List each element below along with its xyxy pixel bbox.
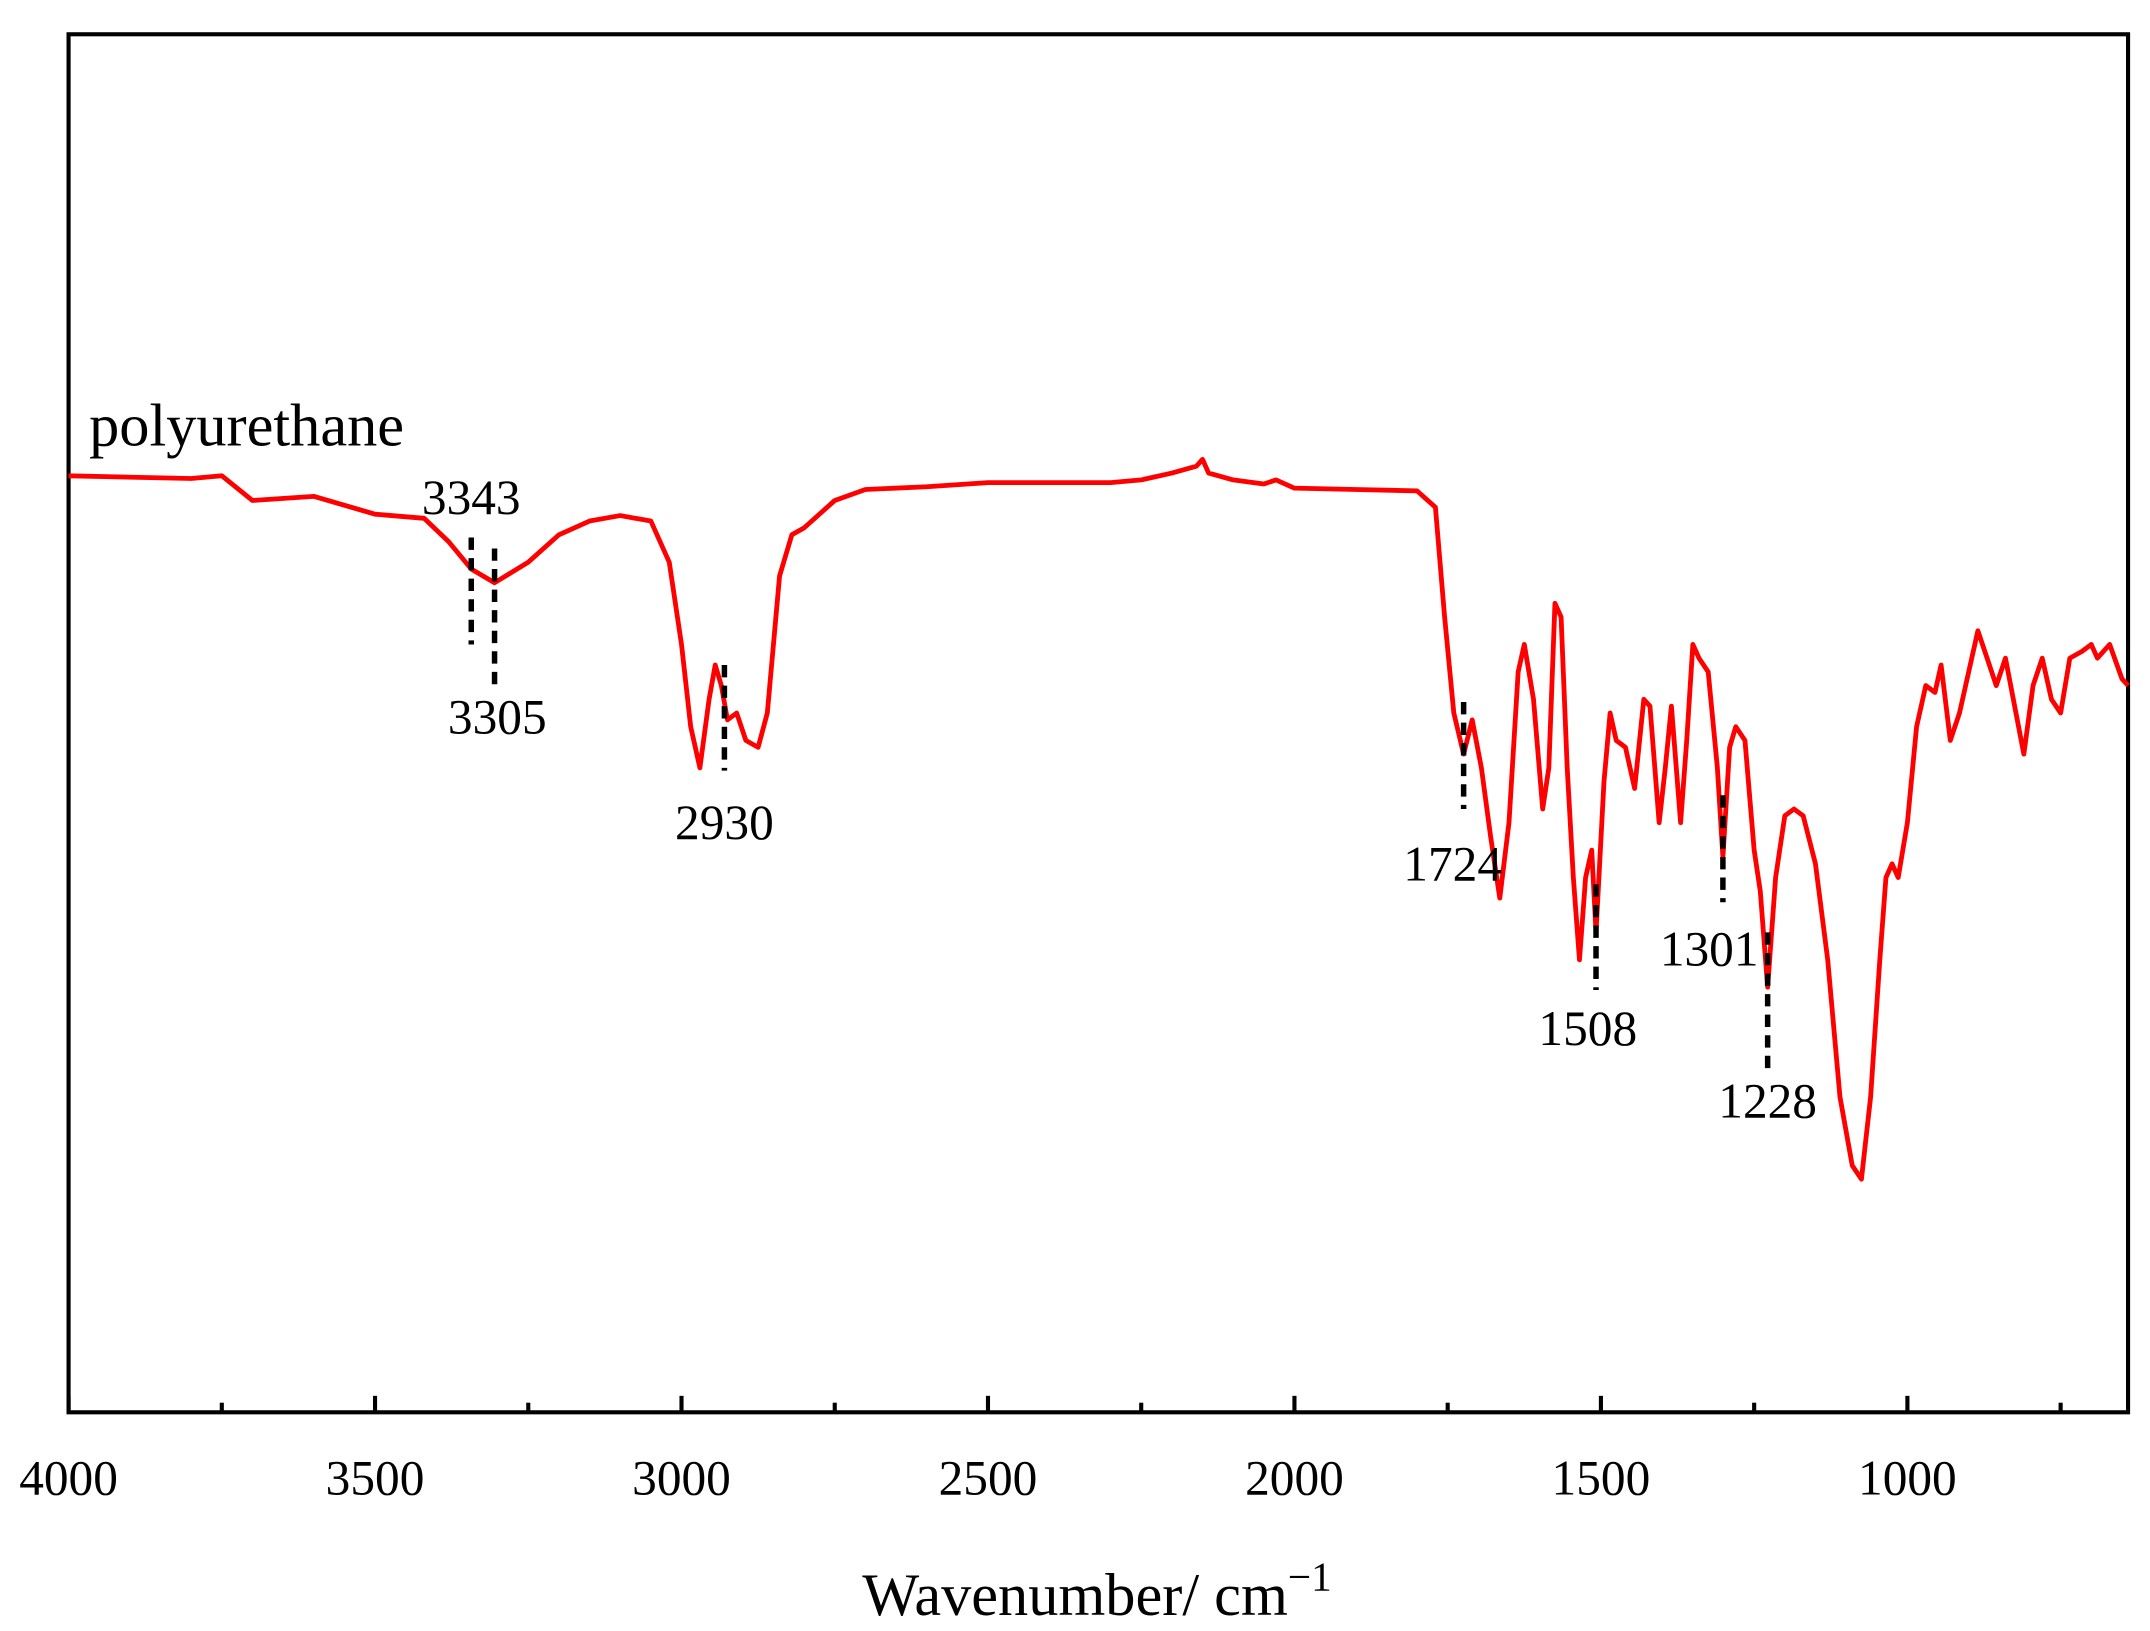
peak-label: 3305 — [448, 690, 547, 745]
x-axis-label-sup: −1 — [1288, 1554, 1332, 1600]
x-tick-label: 2000 — [1245, 1451, 1344, 1506]
x-tick-label: 1000 — [1858, 1451, 1957, 1506]
x-tick-label: 1500 — [1552, 1451, 1651, 1506]
x-axis-label-main: Wavenumber/ cm — [862, 1562, 1288, 1629]
peak-label: 3343 — [422, 470, 521, 525]
plot-frame — [66, 32, 2131, 1415]
peak-label: 1301 — [1660, 921, 1759, 976]
spectrum-line — [68, 456, 2130, 1182]
x-tick-label: 3500 — [326, 1451, 425, 1506]
peak-label: 2930 — [675, 795, 774, 850]
peak-label: 1228 — [1718, 1073, 1817, 1128]
chart-title: polyurethane — [89, 393, 404, 460]
x-tick-label: 4000 — [19, 1451, 118, 1506]
peak-label: 1724 — [1403, 836, 1502, 891]
x-tick-label: 2500 — [939, 1451, 1038, 1506]
peak-label: 1508 — [1538, 1001, 1637, 1056]
x-axis-label: Wavenumber/ cm−1 — [862, 1554, 1331, 1630]
x-tick-label: 3000 — [632, 1451, 731, 1506]
